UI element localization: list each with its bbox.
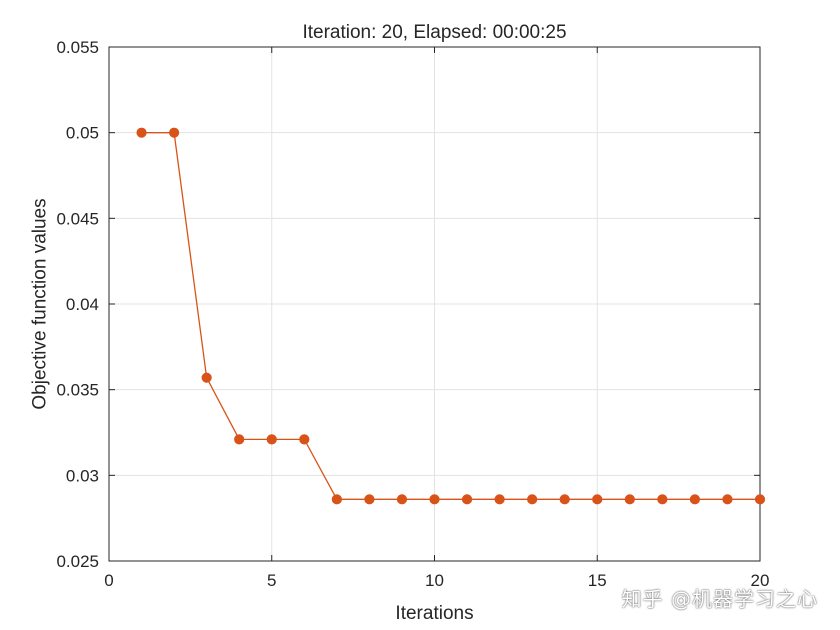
chart-title: Iteration: 20, Elapsed: 00:00:25 <box>302 22 566 43</box>
data-point <box>169 127 180 138</box>
y-tick-label: 0.025 <box>56 552 99 571</box>
data-point <box>722 494 733 505</box>
data-point <box>234 434 245 445</box>
data-point <box>527 494 538 505</box>
y-tick-label: 0.04 <box>66 295 99 314</box>
data-point <box>494 494 505 505</box>
data-point <box>364 494 375 505</box>
series-objective <box>136 127 766 505</box>
data-point <box>331 494 342 505</box>
data-point <box>201 372 212 383</box>
grid-lines <box>108 46 761 562</box>
data-point <box>624 494 635 505</box>
data-point <box>136 127 147 138</box>
data-point <box>559 494 570 505</box>
data-point <box>461 494 473 505</box>
x-tick-label: 10 <box>425 571 444 590</box>
data-point <box>429 494 440 505</box>
x-tick-label: 20 <box>751 571 770 590</box>
data-point <box>396 494 408 505</box>
data-point <box>689 494 701 505</box>
data-point <box>592 494 603 505</box>
y-tick-label: 0.055 <box>56 38 99 57</box>
x-tick-label: 15 <box>588 571 607 590</box>
series-line <box>141 132 760 500</box>
data-point <box>657 494 668 505</box>
ticks: 0 5 10 15 20 0.025 0.03 0.035 0.04 0.045 0.05 0.055 <box>56 38 769 590</box>
y-tick-label: 0.045 <box>56 209 99 228</box>
data-point <box>299 434 310 445</box>
y-axis-label: Objective function values <box>30 198 51 409</box>
data-point <box>266 434 277 445</box>
x-tick-label: 0 <box>104 571 113 590</box>
x-axis-label: Iterations <box>395 603 473 624</box>
data-point <box>754 494 766 505</box>
watermark-text: 知乎 @机器学习之心 <box>621 587 818 611</box>
y-tick-label: 0.035 <box>56 381 99 400</box>
y-tick-label: 0.05 <box>66 124 99 143</box>
y-tick-label: 0.03 <box>66 466 99 485</box>
x-tick-label: 5 <box>267 571 276 590</box>
